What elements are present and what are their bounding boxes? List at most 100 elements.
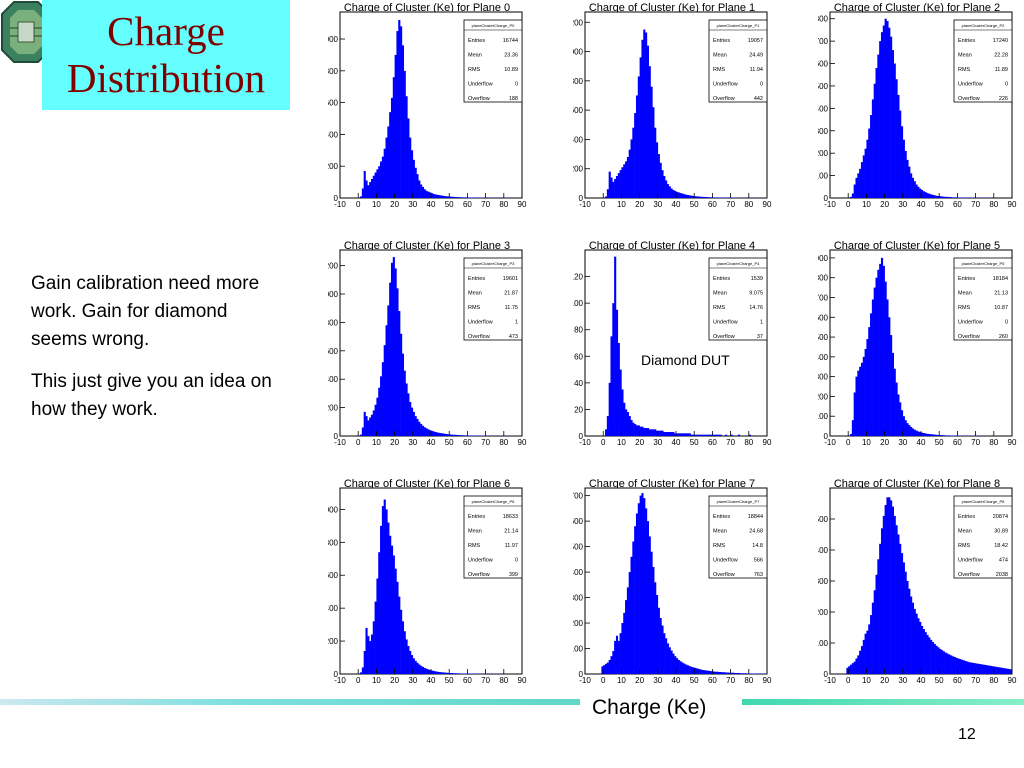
histogram-bar xyxy=(372,410,375,436)
stats-box xyxy=(953,257,1013,341)
x-tick-label: 10 xyxy=(617,438,626,447)
histogram-bar xyxy=(685,664,688,674)
x-tick-label: 60 xyxy=(953,676,962,685)
histogram-bar xyxy=(993,666,996,674)
histogram-bar xyxy=(401,621,404,674)
histogram-bars xyxy=(360,499,503,674)
histogram-bar xyxy=(681,433,684,436)
histogram-bar xyxy=(957,658,960,674)
histogram-bar xyxy=(410,407,414,436)
x-tick-label: 0 xyxy=(846,438,851,447)
histogram-bar xyxy=(447,672,450,674)
histogram-bar xyxy=(745,673,748,674)
x-tick-label: 60 xyxy=(953,438,962,447)
histogram-bar xyxy=(378,387,381,436)
histogram-bar xyxy=(862,639,865,674)
histogram-bar xyxy=(900,126,904,198)
histogram-bar xyxy=(449,673,452,674)
histogram-bar xyxy=(617,173,620,198)
x-tick-label: 30 xyxy=(408,200,417,209)
histogram-bar xyxy=(721,672,724,674)
stats-value: 21.14 xyxy=(504,529,518,535)
y-tick-label: 300 xyxy=(818,373,829,382)
histogram-bar xyxy=(917,618,920,674)
y-tick-label: 60 xyxy=(574,352,583,361)
histogram-bar xyxy=(937,435,940,436)
histogram-bar xyxy=(416,174,419,198)
histogram-bar xyxy=(657,430,660,436)
histogram-bar xyxy=(875,277,878,436)
stats-value: 22.28 xyxy=(994,53,1008,59)
histogram-bar xyxy=(919,188,922,198)
histogram-plane-6: Charge of Cluster (Ke) for Plane 6020040… xyxy=(328,478,527,685)
histogram-bar xyxy=(449,434,452,436)
histogram-bar xyxy=(893,515,896,674)
histogram-bar xyxy=(973,663,976,674)
stats-label: Overflow xyxy=(468,334,490,340)
chart-title: Charge of Cluster (Ke) for Plane 0 xyxy=(344,2,510,14)
shared-x-axis-label: Charge (Ke) xyxy=(592,696,707,719)
histogram-bar xyxy=(904,420,907,436)
histogram-bar xyxy=(615,176,619,198)
histogram-bar xyxy=(454,197,457,198)
x-tick-label: 90 xyxy=(763,438,772,447)
x-tick-label: 40 xyxy=(917,200,926,209)
histogram-bar xyxy=(465,197,468,198)
histogram-bar xyxy=(661,170,664,198)
stats-label: Mean xyxy=(958,529,972,535)
histogram-bar xyxy=(1001,667,1004,674)
x-tick-label: 40 xyxy=(427,676,436,685)
histogram-bar xyxy=(692,434,695,436)
histogram-bar xyxy=(665,638,668,674)
histogram-bar xyxy=(728,672,731,674)
chart-title: Charge of Cluster (Ke) for Plane 7 xyxy=(589,478,755,490)
histogram-bar xyxy=(610,656,613,674)
y-tick-label: 400 xyxy=(573,568,584,577)
histogram-bar xyxy=(864,348,867,436)
histogram-bar xyxy=(926,433,929,436)
histogram-bar xyxy=(610,336,613,436)
y-tick-label: 500 xyxy=(818,515,829,524)
x-tick-label: 30 xyxy=(653,676,662,685)
histogram-bar xyxy=(412,411,415,436)
histogram-bar xyxy=(897,394,900,436)
histogram-bar xyxy=(708,670,711,674)
histogram-bar xyxy=(879,41,882,198)
stats-value: 188 xyxy=(509,96,518,102)
histogram-bar xyxy=(939,435,942,436)
histogram-bar xyxy=(431,193,434,198)
histogram-bar xyxy=(443,196,446,198)
stats-label: RMS xyxy=(713,543,726,549)
histogram-bar xyxy=(414,660,417,674)
histogram-bar xyxy=(661,625,664,674)
stats-value: 10.89 xyxy=(504,67,518,73)
histogram-bar xyxy=(686,433,690,436)
histogram-bar xyxy=(948,197,951,198)
histogram-bar xyxy=(937,195,940,198)
stats-label: Entries xyxy=(713,276,730,282)
histogram-bar xyxy=(690,666,693,674)
histogram-bar xyxy=(394,54,397,198)
histogram-bar xyxy=(452,196,455,198)
x-tick-label: 60 xyxy=(463,676,472,685)
stats-value: 11.94 xyxy=(750,67,763,73)
histogram-bar xyxy=(697,668,700,674)
histogram-bar xyxy=(605,429,608,436)
histogram-bar xyxy=(387,305,390,436)
y-tick-label: 500 xyxy=(818,333,829,342)
y-tick-label: 200 xyxy=(818,608,829,617)
note-paragraph-2: This just give you an idea on how they w… xyxy=(31,371,272,420)
stats-label: Mean xyxy=(713,529,727,535)
y-tick-label: 0 xyxy=(334,670,339,679)
histogram-bar xyxy=(361,427,364,436)
y-tick-label: 0 xyxy=(579,432,584,441)
stats-value: 18633 xyxy=(503,514,518,520)
histogram-bar xyxy=(434,671,437,674)
x-tick-label: 90 xyxy=(1008,676,1017,685)
histogram-bar xyxy=(438,432,441,436)
histogram-bar xyxy=(381,156,384,198)
histogram-bars xyxy=(360,257,512,436)
histogram-bar xyxy=(893,368,896,436)
